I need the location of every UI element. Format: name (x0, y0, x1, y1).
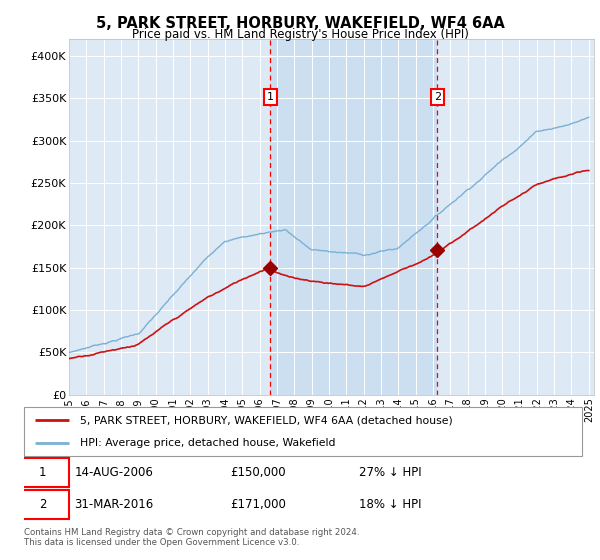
Text: 1: 1 (38, 466, 46, 479)
Text: HPI: Average price, detached house, Wakefield: HPI: Average price, detached house, Wake… (80, 438, 335, 448)
Text: 5, PARK STREET, HORBURY, WAKEFIELD, WF4 6AA (detached house): 5, PARK STREET, HORBURY, WAKEFIELD, WF4 … (80, 416, 452, 426)
Text: £171,000: £171,000 (230, 498, 286, 511)
Text: 31-MAR-2016: 31-MAR-2016 (74, 498, 154, 511)
Text: 14-AUG-2006: 14-AUG-2006 (74, 466, 153, 479)
Text: 18% ↓ HPI: 18% ↓ HPI (359, 498, 421, 511)
Text: 2: 2 (38, 498, 46, 511)
Bar (271, 39, 437, 395)
Text: Contains HM Land Registry data © Crown copyright and database right 2024.
This d: Contains HM Land Registry data © Crown c… (24, 528, 359, 547)
Text: 5, PARK STREET, HORBURY, WAKEFIELD, WF4 6AA: 5, PARK STREET, HORBURY, WAKEFIELD, WF4 … (95, 16, 505, 31)
FancyBboxPatch shape (16, 458, 68, 487)
Text: Price paid vs. HM Land Registry's House Price Index (HPI): Price paid vs. HM Land Registry's House … (131, 28, 469, 41)
Text: 1: 1 (267, 92, 274, 102)
Text: £150,000: £150,000 (230, 466, 286, 479)
Text: 27% ↓ HPI: 27% ↓ HPI (359, 466, 421, 479)
FancyBboxPatch shape (16, 490, 68, 519)
Text: 2: 2 (434, 92, 441, 102)
